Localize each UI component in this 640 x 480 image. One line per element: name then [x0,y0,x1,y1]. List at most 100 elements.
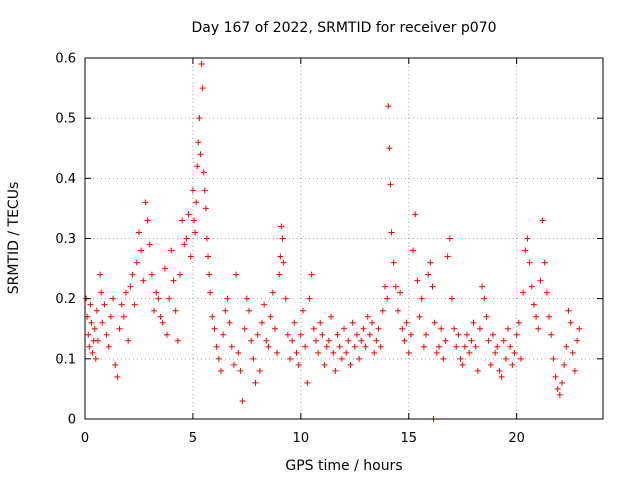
data-point [310,325,317,332]
data-point [364,313,371,320]
x-tick-label: 20 [508,431,525,446]
data-point [107,313,114,320]
data-point [271,325,278,332]
data-point [459,361,466,368]
data-point [265,343,272,350]
data-point [511,349,518,356]
data-point [520,289,527,296]
data-point [233,271,240,278]
data-point [539,217,546,224]
data-point [414,277,421,284]
data-point [524,235,531,242]
data-point [418,295,425,302]
data-point [278,223,285,230]
y-tick-label: 0.4 [55,172,76,187]
data-point [448,295,455,302]
data-point [159,319,166,326]
data-point [429,283,436,290]
data-point [201,187,208,194]
data-point [189,187,196,194]
data-point [535,325,542,332]
data-point [407,331,414,338]
data-point [358,337,365,344]
data-point [207,289,214,296]
data-point [120,313,127,320]
data-point [116,325,123,332]
data-point [220,331,227,338]
data-point [397,289,404,296]
data-point [328,313,335,320]
data-point [382,283,389,290]
data-point [362,343,369,350]
data-point [88,319,95,326]
data-point [502,355,509,362]
data-point [277,253,284,260]
data-point [276,271,283,278]
data-point [550,355,557,362]
data-point [388,229,395,236]
data-point [431,319,438,326]
data-point [453,343,460,350]
data-point [543,289,550,296]
data-point [384,295,391,302]
data-point [366,331,373,338]
data-point [387,181,394,188]
data-point [403,319,410,326]
data-point [140,277,147,284]
data-point [371,349,378,356]
data-point [254,331,261,338]
data-point [183,235,190,242]
y-tick-label: 0.2 [55,292,76,307]
data-point [123,289,130,296]
data-point [237,367,244,374]
data-point [291,319,298,326]
data-point [410,247,417,254]
data-point [505,325,512,332]
data-point [399,325,406,332]
data-point [287,355,294,362]
data-point [246,307,253,314]
data-point [250,355,257,362]
data-point [103,331,110,338]
data-point [155,295,162,302]
data-point [261,301,268,308]
plot-frame [84,57,604,420]
data-point [135,229,142,236]
data-point [235,349,242,356]
y-tick-label: 0 [68,413,76,428]
data-point [114,373,121,380]
data-point [321,361,328,368]
data-point [530,301,537,308]
data-point [468,337,475,344]
data-point [565,307,572,314]
data-point [489,331,496,338]
data-point [99,319,106,326]
data-point [299,307,306,314]
y-tick-label: 0.6 [55,52,76,67]
data-point [198,61,205,68]
data-point [481,295,488,302]
data-point [474,367,481,374]
data-point [379,307,386,314]
data-point [241,325,248,332]
data-point [269,289,276,296]
data-point [537,277,544,284]
data-point [112,361,119,368]
data-point [563,343,570,350]
data-point [405,349,412,356]
data-point [256,367,263,374]
data-point [211,325,218,332]
data-point [129,271,136,278]
data-point [297,331,304,338]
data-point [91,325,98,332]
data-point [203,235,210,242]
data-point [170,277,177,284]
x-tick-label: 0 [81,431,89,446]
data-point [118,301,125,308]
data-point [92,355,99,362]
data-point [228,343,235,350]
data-point [416,313,423,320]
x-tick-label: 5 [189,431,197,446]
data-point [89,349,96,356]
